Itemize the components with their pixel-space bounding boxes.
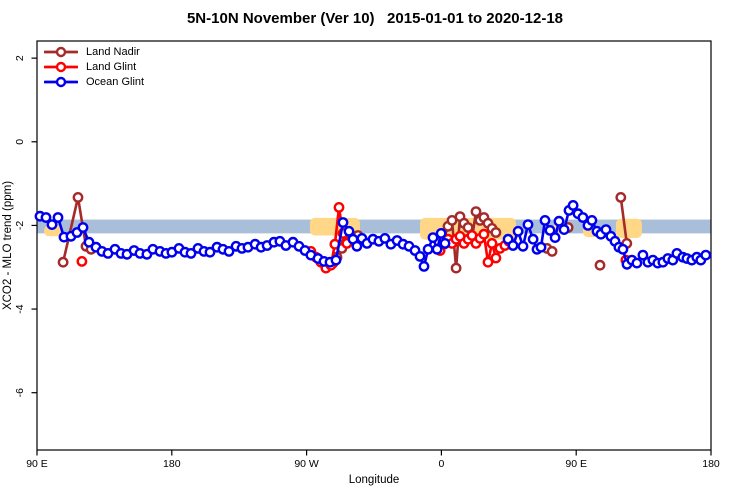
data-point-marker — [333, 201, 345, 213]
data-point-marker — [57, 256, 69, 268]
data-point-marker — [418, 260, 430, 272]
data-point-marker — [330, 254, 342, 266]
data-point-marker — [586, 214, 598, 226]
y-tick-label: 2 — [14, 55, 26, 61]
data-point-marker — [617, 243, 629, 255]
data-point-marker — [83, 236, 95, 248]
data-point-marker — [337, 217, 349, 228]
legend-marker-icon — [44, 46, 78, 58]
data-point-marker — [522, 219, 534, 231]
chart-title: 5N-10N November (Ver 10) 2015-01-01 to 2… — [186, 10, 564, 27]
y-tick-label: -2 — [14, 221, 26, 230]
data-point-marker — [577, 212, 589, 223]
y-tick-label: 0 — [14, 139, 26, 145]
data-point-marker — [567, 199, 579, 211]
plot-box — [36, 40, 712, 451]
data-point-marker — [427, 232, 439, 244]
data-point-marker — [490, 252, 502, 264]
data-point-marker — [76, 255, 88, 267]
data-point-marker — [490, 227, 502, 238]
data-point-marker — [351, 240, 363, 252]
data-point-marker — [631, 257, 643, 269]
data-point-marker — [40, 212, 52, 223]
data-point-marker — [435, 227, 447, 239]
x-tick-label: 90 W — [294, 458, 319, 470]
legend-label: Ocean Glint — [86, 76, 145, 88]
data-point-marker — [594, 259, 606, 271]
x-tick-label: 180 — [702, 458, 720, 470]
data-point-marker — [462, 222, 474, 233]
data-point-marker — [558, 224, 570, 236]
data-point-marker — [52, 212, 64, 223]
legend-item-land-nadir: Land Nadir — [44, 45, 144, 59]
data-point-marker — [637, 249, 649, 261]
data-point-marker — [414, 250, 426, 262]
data-point-marker — [615, 191, 627, 203]
legend-label: Land Glint — [86, 61, 137, 73]
data-point-marker — [553, 215, 565, 227]
data-point-marker — [439, 237, 451, 249]
legend-label: Land Nadir — [86, 46, 140, 58]
legend-marker-icon — [44, 76, 78, 88]
series-line — [619, 196, 629, 245]
data-point-marker — [535, 241, 547, 253]
data-point-marker — [431, 243, 443, 255]
x-axis-label: Longitude — [349, 474, 400, 486]
data-point-marker — [539, 214, 551, 226]
data-point-marker — [450, 262, 462, 274]
legend: Land Nadir Land Glint Ocean Glint — [44, 45, 144, 89]
data-point-marker — [185, 247, 197, 259]
y-tick-label: -6 — [14, 388, 26, 397]
data-point-marker — [549, 232, 561, 244]
legend-marker-icon — [44, 61, 78, 73]
data-point-marker — [546, 245, 558, 257]
x-tick-label: 90 E — [565, 458, 587, 470]
data-point-marker — [77, 222, 89, 233]
data-point-marker — [470, 206, 482, 218]
data-point-marker — [527, 233, 539, 245]
x-tick-label: 180 — [163, 458, 181, 470]
data-point-marker — [343, 225, 355, 237]
y-axis-label: XCO2 - MLO trend (ppm) — [2, 181, 14, 310]
data-point-marker — [517, 240, 529, 252]
data-point-marker — [72, 191, 84, 203]
data-point-marker — [544, 224, 556, 236]
x-tick-label: 0 — [438, 458, 444, 470]
data-point-marker — [223, 245, 235, 257]
data-point-marker — [482, 256, 494, 268]
data-point-marker — [478, 228, 490, 240]
highlight-patch — [615, 218, 642, 238]
x-tick-label: 90 E — [26, 458, 48, 470]
y-tick-label: -4 — [14, 304, 26, 313]
data-point-marker — [46, 219, 58, 231]
legend-item-land-glint: Land Glint — [44, 60, 144, 74]
series-ocean-glint — [34, 199, 712, 272]
data-point-marker — [422, 243, 434, 255]
data-point-marker — [507, 240, 519, 251]
data-point-marker — [204, 246, 216, 258]
data-point-marker — [700, 249, 712, 261]
data-point-marker — [512, 225, 524, 237]
legend-item-ocean-glint: Ocean Glint — [44, 75, 144, 89]
data-point-marker — [486, 237, 498, 249]
